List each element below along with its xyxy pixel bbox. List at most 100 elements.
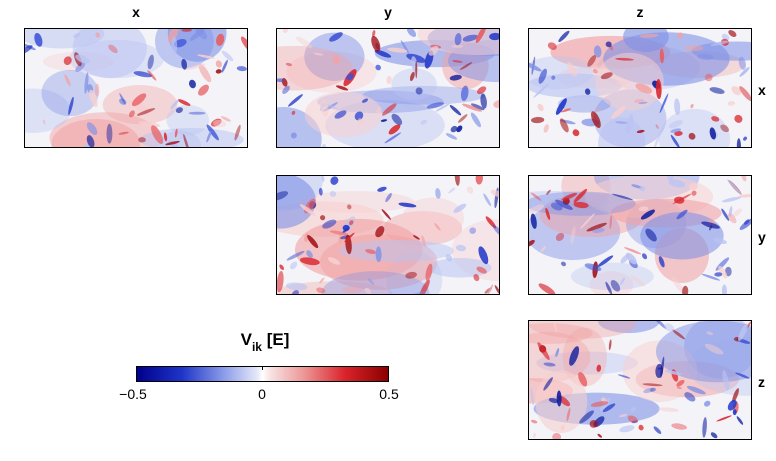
- field-blob: [321, 271, 430, 294]
- field-streak: [704, 343, 724, 355]
- field-streak: [487, 284, 494, 294]
- field-streak: [435, 188, 441, 199]
- field-streak: [548, 397, 559, 404]
- field-streak: [282, 29, 289, 33]
- field-streak: [543, 362, 556, 367]
- field-streak: [674, 196, 685, 204]
- field-streak: [240, 36, 247, 52]
- field-streak: [664, 323, 675, 332]
- field-streak: [555, 232, 565, 242]
- field-streak: [75, 54, 90, 64]
- field-streak: [530, 116, 545, 124]
- field-streak: [108, 44, 118, 54]
- field-streak: [279, 264, 284, 271]
- field-streak: [611, 105, 626, 119]
- field-streak: [736, 416, 744, 425]
- field-streak: [638, 424, 644, 431]
- field-streak: [476, 266, 487, 274]
- field-streak: [189, 29, 205, 41]
- field-streak: [659, 93, 669, 114]
- field-streak: [409, 71, 415, 82]
- field-streak: [597, 433, 603, 438]
- field-streak: [712, 237, 727, 244]
- field-streak: [163, 132, 168, 142]
- field-streak: [718, 265, 728, 279]
- field-streak: [382, 103, 397, 116]
- field-streak: [569, 346, 580, 366]
- field-streak: [300, 257, 320, 266]
- field-streak: [727, 213, 737, 224]
- field-streak: [559, 118, 569, 133]
- field-streak: [645, 228, 657, 242]
- field-streak: [533, 83, 550, 98]
- field-streak: [721, 208, 730, 221]
- field-streak: [530, 388, 534, 406]
- field-streak: [682, 285, 689, 294]
- field-streak: [540, 245, 547, 252]
- field-streak: [475, 176, 483, 185]
- field-streak: [631, 184, 643, 189]
- field-streak: [684, 45, 704, 51]
- field-streak: [671, 423, 687, 430]
- field-streak: [342, 286, 363, 294]
- field-streak: [579, 410, 594, 424]
- field-streak: [319, 277, 325, 284]
- field-streak: [671, 276, 684, 294]
- field-streak: [174, 128, 178, 138]
- field-streak: [445, 254, 453, 262]
- field-streak: [478, 246, 489, 265]
- field-streak: [375, 64, 381, 71]
- field-streak: [590, 401, 609, 407]
- field-streak: [371, 35, 381, 52]
- field-streak: [573, 201, 589, 209]
- field-streak: [610, 280, 621, 292]
- field-streak: [320, 215, 326, 221]
- field-streak: [476, 86, 487, 95]
- field-streak: [658, 256, 665, 268]
- field-streak: [658, 407, 679, 412]
- field-streak: [367, 278, 375, 285]
- field-streak: [381, 209, 392, 220]
- field-streak: [221, 59, 228, 73]
- field-streak: [555, 199, 573, 210]
- field-streak: [633, 98, 645, 103]
- colorbar-tick-max: 0.5: [379, 386, 399, 402]
- field-streak: [636, 129, 645, 134]
- field-streak: [572, 129, 580, 137]
- field-blob: [686, 337, 751, 396]
- map-panel-xy: [276, 28, 500, 148]
- field-streak: [290, 261, 298, 270]
- field-streak: [738, 56, 747, 70]
- field-streak: [460, 85, 469, 102]
- field-streak: [537, 342, 550, 360]
- field-streak: [676, 379, 685, 387]
- field-streak: [277, 78, 285, 83]
- field-streak: [709, 127, 716, 140]
- row-label-x: x: [758, 82, 766, 98]
- field-streak: [459, 62, 473, 70]
- field-streak: [597, 255, 614, 267]
- field-streak: [529, 62, 542, 72]
- field-streak: [452, 60, 463, 63]
- field-streak: [530, 419, 538, 424]
- field-streak: [453, 203, 467, 213]
- field-streak: [734, 114, 743, 123]
- field-streak: [605, 41, 612, 48]
- field-streak: [84, 72, 89, 94]
- field-streak: [470, 103, 485, 111]
- field-streak: [147, 54, 154, 70]
- field-streak: [332, 55, 340, 64]
- field-streak: [421, 235, 426, 247]
- field-streak: [147, 70, 157, 81]
- field-streak: [615, 57, 634, 61]
- field-streak: [492, 224, 499, 238]
- field-streak: [434, 223, 441, 231]
- field-streak: [358, 118, 364, 126]
- field-streak: [94, 83, 100, 97]
- field-streak: [668, 179, 686, 188]
- field-streak: [213, 119, 227, 128]
- field-streak: [490, 189, 499, 197]
- field-streak: [670, 134, 680, 147]
- field-streak: [327, 257, 341, 265]
- field-streak: [710, 432, 718, 439]
